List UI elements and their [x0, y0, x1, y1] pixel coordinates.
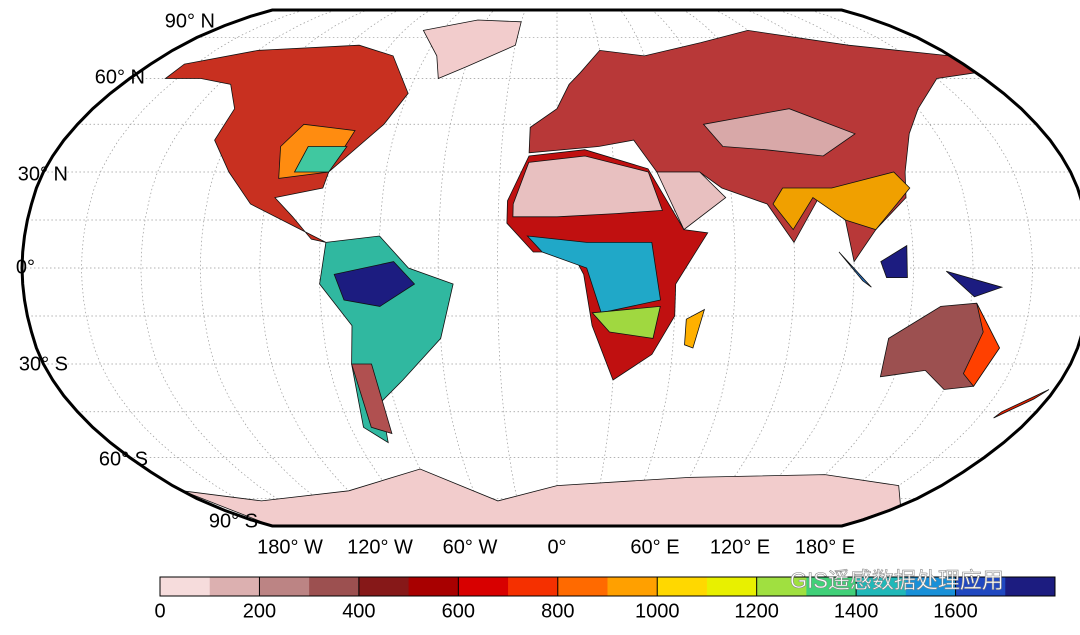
longitude-label: 120° W: [347, 536, 413, 558]
meridian: [809, 9, 1033, 527]
land-region: [526, 235, 661, 314]
latitude-label: 0°: [16, 256, 35, 278]
colorbar-segment: [806, 577, 857, 596]
latitude-label: 90° S: [209, 510, 258, 532]
land-region: [656, 171, 727, 231]
land-region: [333, 261, 416, 307]
longitude-label: 180° W: [257, 536, 323, 558]
meridian: [140, 9, 336, 527]
meridian: [497, 9, 526, 527]
colorbar: 0 200 400 600 800 1000 1200 1400 1600: [154, 576, 1056, 622]
land-region: [512, 155, 663, 218]
colorbar-tick-label: 800: [541, 600, 574, 622]
land-region: [880, 244, 908, 278]
land-region: [702, 108, 856, 157]
land-region: [838, 251, 872, 288]
colorbar-segment: [309, 577, 360, 596]
labels: 90° N 60° N 30° N 0° 30° S 60° S 90° S 180° W 12…: [16, 10, 855, 558]
colorbar-tick-label: 1400: [834, 600, 879, 622]
longitude-label: 0°: [547, 536, 566, 558]
watermark: GIS遥感数据处理应用: [790, 568, 1004, 593]
colorbar-segment: [508, 577, 559, 596]
colorbar-tick-label: 200: [243, 600, 276, 622]
land: [164, 19, 1050, 527]
land-region: [422, 19, 522, 80]
colorbar-tick-label: 1600: [933, 600, 978, 622]
colorbar-segment: [408, 577, 459, 596]
latitude-label: 60° S: [99, 448, 148, 470]
longitude-label: 60° W: [443, 536, 498, 558]
colorbar-segment: [756, 577, 807, 596]
colorbar-segment: [458, 577, 509, 596]
colorbar-tick-label: 0: [154, 600, 165, 622]
colorbar-segment: [160, 577, 211, 596]
land-region: [351, 363, 393, 435]
land-region: [293, 146, 348, 173]
land-region: [591, 305, 661, 339]
colorbar-segment: [209, 577, 260, 596]
land-region: [962, 303, 1000, 387]
colorbar-tick-label: 600: [442, 600, 475, 622]
latitude-label: 30° N: [18, 163, 68, 185]
land-region: [946, 270, 1004, 298]
colorbar-segment: [259, 577, 310, 596]
meridian: [259, 9, 399, 527]
colorbar-segment: [1005, 577, 1056, 596]
colorbar-tick-label: 400: [342, 600, 375, 622]
colorbar-segment: [358, 577, 410, 596]
colorbar-segment: [706, 577, 758, 596]
colorbar-segment: [657, 577, 708, 596]
longitude-label: 120° E: [710, 536, 770, 558]
longitude-label: 60° E: [630, 536, 679, 558]
map-outline: [20, 8, 1080, 528]
meridian: [778, 9, 974, 527]
latitude-label: 30° S: [19, 353, 68, 375]
land-region: [993, 389, 1050, 419]
land-region: [182, 468, 901, 527]
meridian: [81, 9, 305, 527]
latitude-label: 60° N: [95, 66, 145, 88]
colorbar-segment: [905, 577, 957, 596]
colorbar-segment: [856, 577, 907, 596]
colorbar-segment: [955, 577, 1006, 596]
colorbar-tick-label: 1200: [734, 600, 779, 622]
colorbar-segment: [557, 577, 608, 596]
land-region: [772, 171, 911, 231]
latitude-label: 90° N: [165, 10, 215, 32]
land-region: [684, 308, 706, 349]
longitude-label: 180° E: [795, 536, 855, 558]
colorbar-segment: [607, 577, 658, 596]
colorbar-tick-label: 1000: [635, 600, 680, 622]
